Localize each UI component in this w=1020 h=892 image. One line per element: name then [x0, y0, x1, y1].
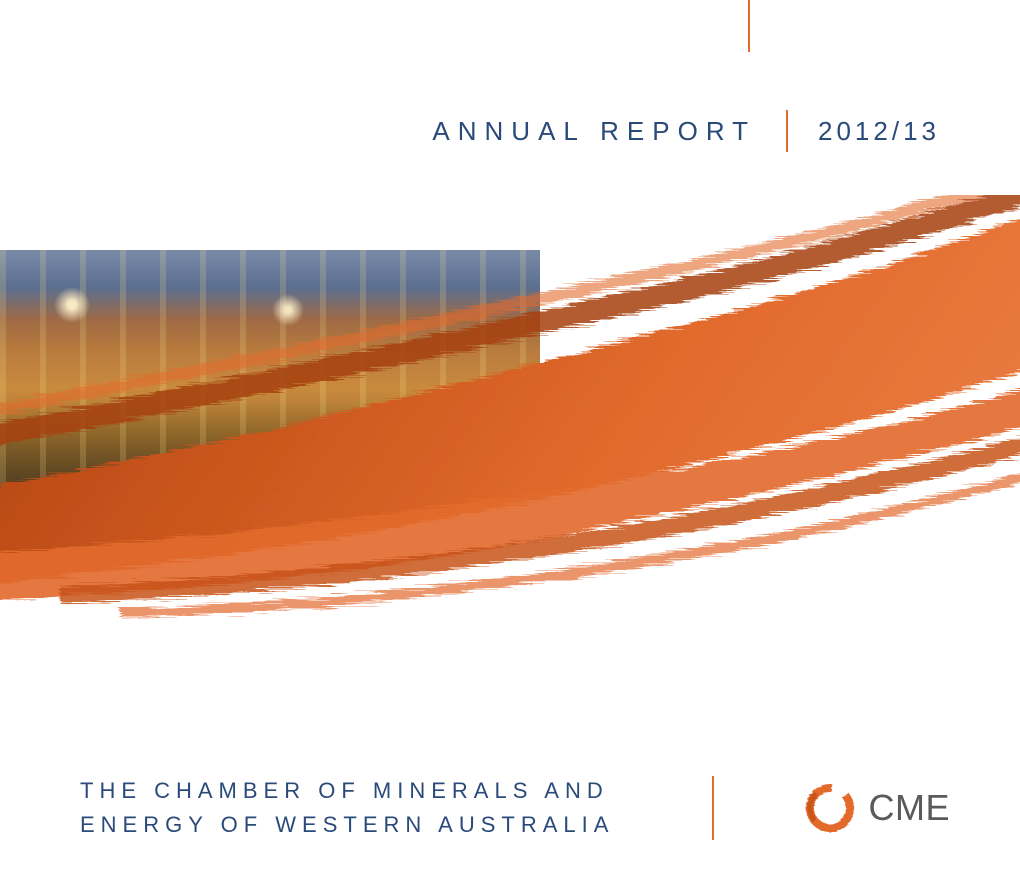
footer-accent-divider: [712, 776, 714, 840]
report-title: ANNUAL REPORT: [432, 116, 786, 147]
organisation-name: THE CHAMBER OF MINERALS AND ENERGY OF WE…: [80, 774, 614, 842]
top-accent-divider: [748, 0, 750, 52]
logo-ring-icon: [802, 780, 858, 836]
cme-logo: CME: [802, 780, 950, 836]
logo-text: CME: [868, 787, 950, 829]
title-row: ANNUAL REPORT 2012/13: [0, 110, 1020, 152]
report-cover: ANNUAL REPORT 2012/13: [0, 0, 1020, 892]
hero-graphic: [0, 195, 1020, 635]
cover-header: ANNUAL REPORT 2012/13: [0, 0, 1020, 170]
org-line-2: ENERGY OF WESTERN AUSTRALIA: [80, 812, 614, 837]
brush-swash: [0, 195, 1020, 635]
report-year: 2012/13: [788, 116, 940, 147]
cover-footer: THE CHAMBER OF MINERALS AND ENERGY OF WE…: [0, 774, 1020, 842]
org-line-1: THE CHAMBER OF MINERALS AND: [80, 778, 609, 803]
